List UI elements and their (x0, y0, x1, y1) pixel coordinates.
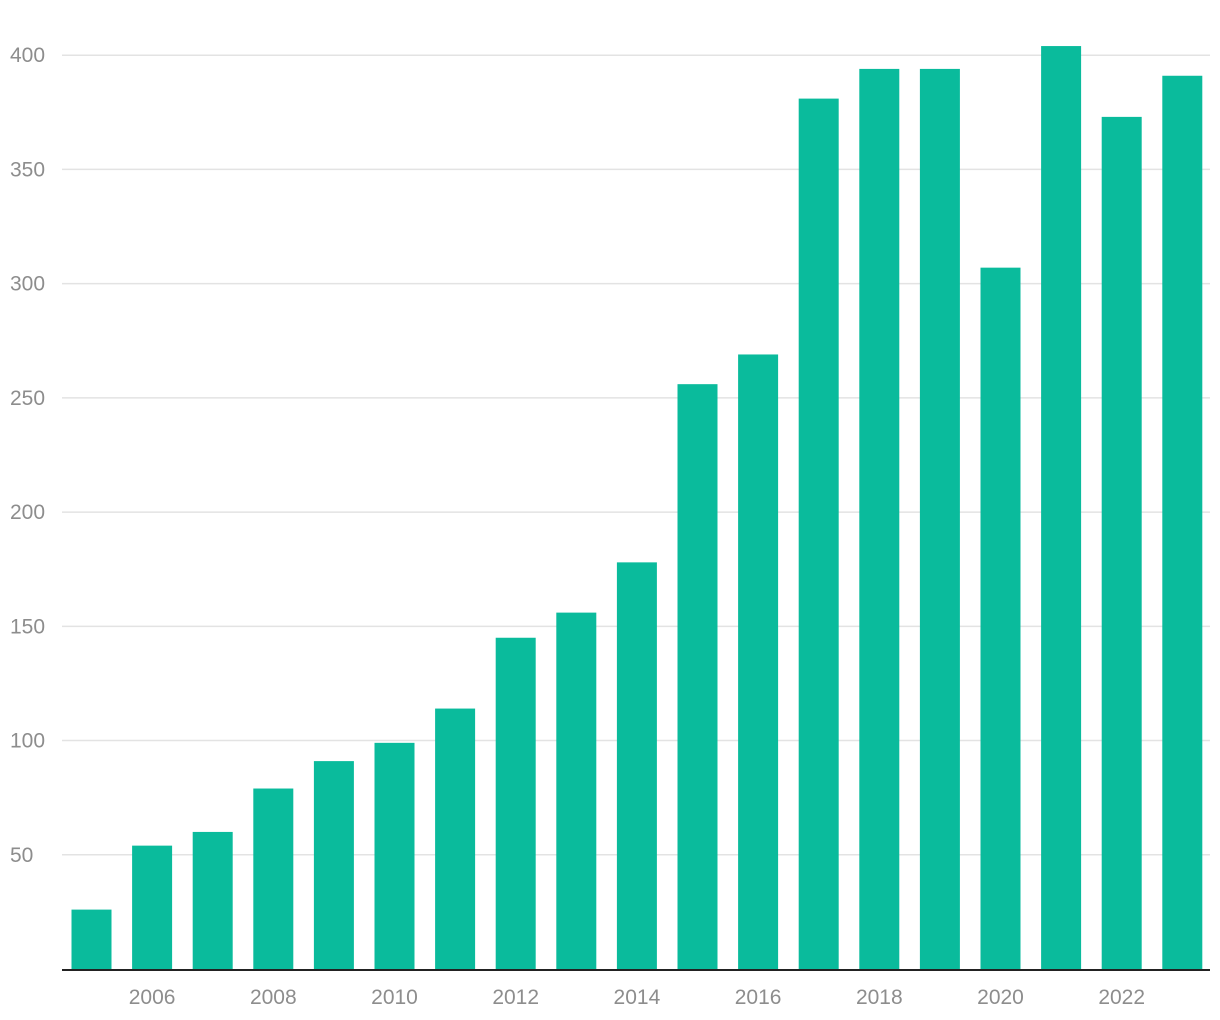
bar-2015 (677, 384, 718, 970)
x-tick-label: 2022 (1098, 986, 1145, 1009)
x-tick-label: 2018 (856, 986, 903, 1009)
x-tick-label: 2016 (735, 986, 782, 1009)
y-tick-label: 150 (10, 615, 45, 638)
bar-2020 (980, 267, 1021, 969)
y-tick-label: 350 (10, 158, 45, 181)
bar-2008 (253, 788, 294, 969)
x-tick-label: 2012 (492, 986, 539, 1009)
bar-2021 (1041, 46, 1082, 969)
bar-2005 (71, 909, 112, 969)
y-tick-label: 400 (10, 44, 45, 67)
y-tick-label: 300 (10, 273, 45, 296)
bar-2009 (313, 761, 354, 969)
y-tick-label: 250 (10, 387, 45, 410)
x-tick-label: 2006 (129, 986, 176, 1009)
bar-2013 (556, 612, 597, 969)
bar-2014 (616, 562, 657, 969)
bar-2006 (132, 845, 173, 969)
bar-2010 (374, 742, 415, 969)
bar-2011 (435, 708, 476, 969)
x-tick-label: 2010 (371, 986, 418, 1009)
y-tick-label: 200 (10, 501, 45, 524)
bar-2016 (738, 354, 779, 970)
bar-2017 (798, 98, 839, 970)
y-tick-label: 50 (10, 844, 33, 867)
bar-2019 (919, 68, 960, 970)
x-tick-label: 2008 (250, 986, 297, 1009)
bar-2007 (192, 831, 233, 969)
y-axis-tick-labels: 400 350 300 250 200 150 100 50 (10, 44, 45, 867)
bar-2018 (859, 68, 900, 970)
bar-2012 (495, 637, 536, 969)
bars (71, 46, 1203, 970)
y-tick-label: 100 (10, 730, 45, 753)
x-tick-label: 2014 (614, 986, 661, 1009)
bar-2023 (1162, 75, 1203, 969)
x-axis-tick-labels: 2006 2008 2010 2012 2014 2016 2018 2020 2022 (129, 986, 1145, 1009)
x-tick-label: 2020 (977, 986, 1024, 1009)
bar-2022 (1101, 116, 1142, 970)
